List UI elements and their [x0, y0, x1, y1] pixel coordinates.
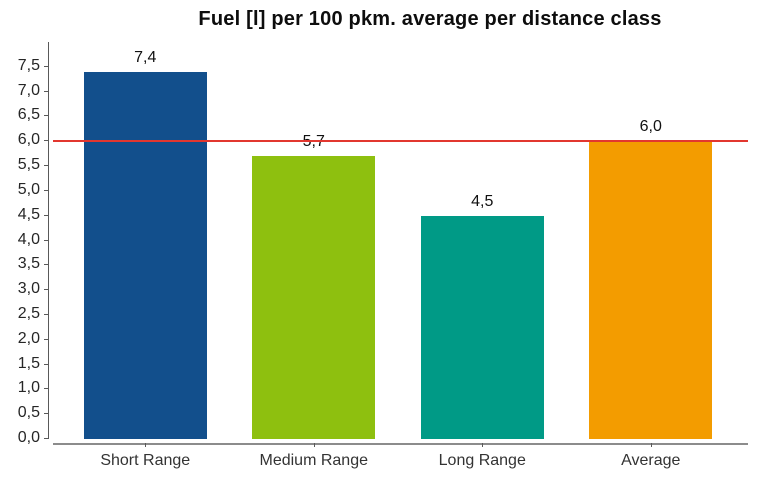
y-axis-tick-label: 6,5: [17, 106, 40, 124]
bar-value-label: 6,0: [639, 118, 662, 136]
chart-title: Fuel [l] per 100 pkm. average per distan…: [198, 8, 662, 30]
y-axis-tick-label: 1,0: [17, 379, 40, 397]
y-axis-tick-label: 5,0: [17, 180, 40, 198]
y-axis-tick-label: 0,5: [17, 404, 40, 422]
y-axis-tick-label: 1,5: [17, 354, 40, 372]
y-axis-tick: [44, 264, 48, 266]
y-axis-tick-label: 7,0: [17, 81, 40, 99]
x-axis-tick-label: Short Range: [100, 452, 191, 469]
x-axis-tick: [145, 443, 147, 447]
y-axis-tick-label: 3,0: [17, 280, 40, 298]
y-axis-line: [48, 42, 49, 439]
x-axis-tick: [482, 443, 484, 447]
y-axis-tick-label: 2,0: [17, 329, 40, 347]
x-axis-tick-label: Average: [621, 452, 681, 469]
y-axis-tick: [44, 363, 48, 365]
y-axis-tick-label: 4,5: [17, 205, 40, 223]
bar-value-label: 4,5: [471, 192, 494, 210]
y-axis-tick: [44, 388, 48, 390]
y-axis-tick-label: 7,5: [17, 56, 40, 74]
bar-value-label: 7,4: [134, 48, 157, 66]
y-axis-tick: [44, 338, 48, 340]
bar: [589, 141, 713, 439]
x-axis-line: [53, 443, 748, 445]
y-axis-tick-label: 0,0: [17, 429, 40, 446]
bar: [252, 156, 376, 439]
y-axis-tick: [44, 413, 48, 415]
y-axis-tick: [44, 239, 48, 241]
y-axis-tick-label: 2,5: [17, 304, 40, 322]
y-axis-tick: [44, 90, 48, 92]
y-axis-tick: [44, 115, 48, 117]
x-axis-tick-label: Long Range: [438, 452, 526, 469]
y-axis-tick: [44, 189, 48, 191]
y-axis-tick-label: 6,0: [17, 131, 40, 149]
y-axis-tick: [44, 313, 48, 315]
y-axis-tick-label: 5,5: [17, 156, 40, 174]
y-axis-tick-label: 3,5: [17, 255, 40, 273]
y-axis-tick: [44, 140, 48, 142]
y-axis-tick: [44, 165, 48, 167]
y-axis-tick: [44, 214, 48, 216]
x-axis-tick: [650, 443, 652, 447]
y-axis-tick-label: 4,0: [17, 230, 40, 248]
reference-line: [53, 140, 748, 143]
bar: [83, 71, 207, 439]
bar: [420, 215, 544, 439]
x-axis-tick: [313, 443, 315, 447]
y-axis-tick: [44, 65, 48, 67]
y-axis-tick: [44, 289, 48, 291]
y-axis-tick: [44, 438, 48, 439]
x-axis-tick-label: Medium Range: [259, 452, 369, 469]
